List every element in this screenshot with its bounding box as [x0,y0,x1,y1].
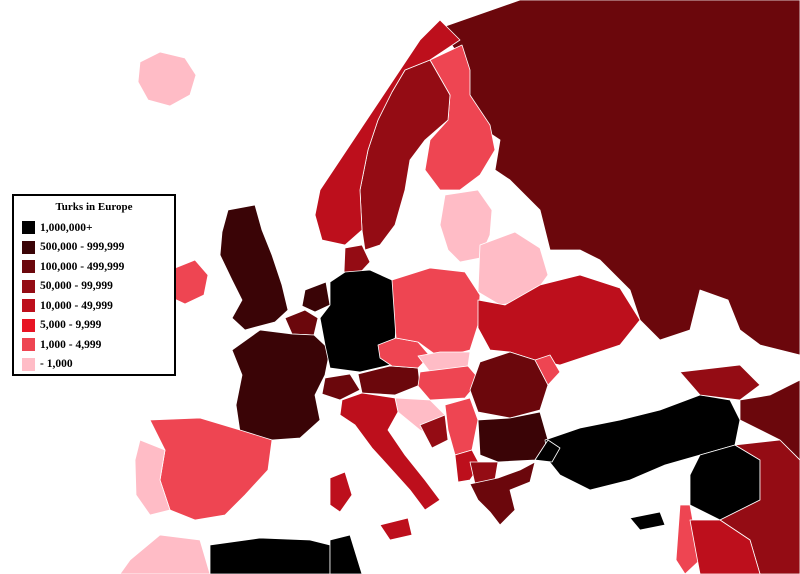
island-sicily [379,517,413,541]
country-levant [675,504,701,574]
legend-swatch [22,299,35,313]
country-bosnia [419,414,449,449]
country-denmark [343,244,371,276]
country-serbia [444,397,479,456]
legend-item: 10,000 - 49,999 [22,296,166,316]
legend-item: - 1,000 [22,355,166,375]
country-netherlands [301,281,331,313]
country-algeria [209,537,331,574]
legend-swatch [22,338,35,352]
country-italy [339,392,441,511]
legend-swatch [22,279,35,293]
legend-label: - 1,000 [40,358,73,371]
country-jordan [689,519,761,574]
legend-label: 1,000 - 4,999 [40,338,102,351]
country-iran [739,379,800,461]
legend-swatch [22,357,35,371]
legend-label: 10,000 - 49,999 [40,299,113,312]
country-romania [469,351,549,419]
legend-swatch [22,240,35,254]
legend-item: 1,000 - 4,999 [22,335,166,355]
country-greece [469,461,536,526]
country-bulgaria [477,411,549,463]
legend-label: 5,000 - 9,999 [40,319,102,332]
country-switzerland [321,373,361,401]
map-legend: Turks in Europe 1,000,000+ 500,000 - 999,… [12,194,176,376]
region-thrace [534,439,561,463]
island-sardinia [329,471,353,513]
legend-swatch [22,318,35,332]
country-moldova [534,354,561,386]
legend-label: 500,000 - 999,999 [40,241,125,254]
legend-item: 100,000 - 499,999 [22,257,166,277]
country-norway [314,19,461,246]
country-hungary [417,365,481,401]
country-ukraine [477,274,641,366]
country-portugal [134,439,171,516]
legend-label: 1,000,000+ [40,221,93,234]
country-georgia [679,364,761,401]
legend-title: Turks in Europe [55,201,133,213]
country-morocco [119,534,211,574]
legend-label: 50,000 - 99,999 [40,280,113,293]
legend-label: 100,000 - 499,999 [40,260,125,273]
legend-item: 50,000 - 99,999 [22,277,166,297]
country-united-kingdom [219,204,289,331]
legend-item: 1,000,000+ [22,218,166,238]
legend-item: 5,000 - 9,999 [22,316,166,336]
legend-swatch [22,221,35,235]
legend-item: 500,000 - 999,999 [22,238,166,258]
country-tunisia [329,534,363,574]
country-poland [391,267,481,359]
country-cyprus [629,511,666,531]
country-france [231,329,331,441]
legend-swatch [22,260,35,274]
country-belgium [284,309,319,336]
country-iceland [137,51,197,107]
